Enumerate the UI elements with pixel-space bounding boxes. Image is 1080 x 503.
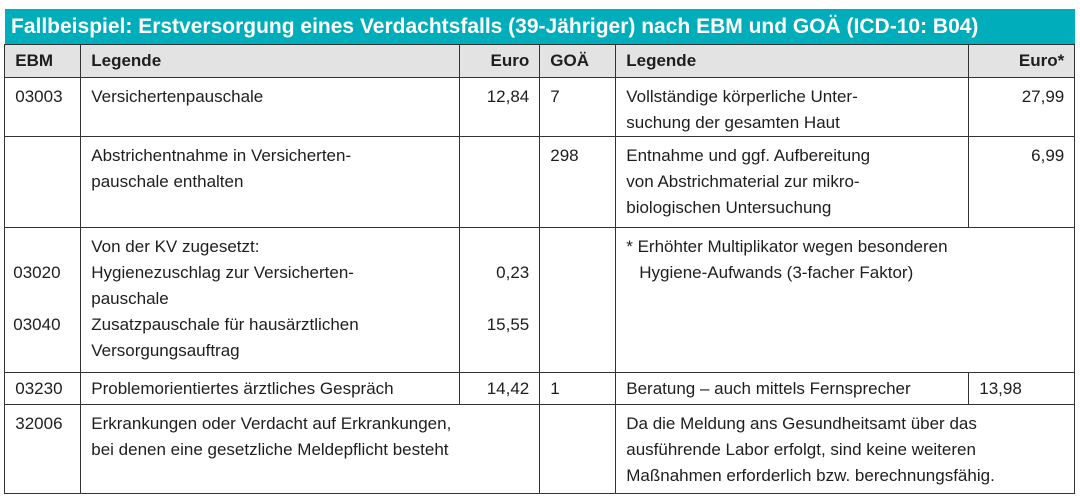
text-line: pauschale enthalten [91,172,244,192]
text-line: Da die Meldung ans Gesundheitsamt über d… [626,414,977,434]
text-line: biologischen Untersuchung [626,198,832,218]
text-line: Hygienezuschlag zur Versicherten- [91,263,354,283]
row5-legende: Erkrankungen oder Verdacht auf Erkrankun… [80,404,541,495]
text-line: ausführende Labor erfolgt, sind keine we… [626,440,976,460]
row1-goae-euro: 27,99 [968,77,1076,138]
text-line: Erkrankungen oder Verdacht auf Erkrankun… [91,414,452,434]
row1-goae-legende: Vollständige körperliche Unter- suchung … [615,77,970,138]
row2-goae: 298 [539,136,617,229]
row1-goae: 7 [539,77,617,138]
text-line: von Abstrichmaterial zur mikro- [626,172,860,192]
ebm-code: 03020 [13,263,61,283]
row5-goae-note: Da die Meldung ans Gesundheitsamt über d… [615,404,1076,495]
row1-legende: Versichertenpauschale [80,77,461,138]
text-line: Vollständige körperliche Unter- [626,87,858,107]
row3-ebm: 03020 03040 [4,227,82,374]
row4-goae-euro: 13,98 [968,372,1076,406]
text-line: Abstrichentnahme in Versicherten- [91,146,352,166]
header-legende-goae: Legende [615,44,970,79]
text-line: Maßnahmen erforderlich bzw. berechnungsf… [626,466,995,486]
row4-goae: 1 [539,372,617,406]
row2-goae-legende: Entnahme und ggf. Aufbereitung von Abstr… [615,136,970,229]
row3-euro: 0,23 15,55 [459,227,541,374]
header-ebm: EBM [4,44,82,79]
ebm-code: 03040 [13,315,61,335]
text-line: Entnahme und ggf. Aufbereitung [626,146,871,166]
header-euro-goae: Euro* [968,44,1076,79]
text-line: Zusatzpauschale für hausärztlichen [91,315,359,335]
table-title: Fallbeispiel: Erstversorgung eines Verda… [5,9,1075,45]
footnote: * Erhöhter Multiplikator wegen besondere… [615,227,1076,374]
row2-legende: Abstrichentnahme in Versicherten- pausch… [80,136,461,229]
row5-goae [539,404,617,495]
header-legende-ebm: Legende [80,44,461,79]
euro-value: 15,55 [486,315,530,335]
row1-ebm: 03003 [4,77,82,138]
row2-euro [459,136,541,229]
header-goae: GOÄ [539,44,617,79]
row4-ebm: 03230 [4,372,82,406]
text-line: Hygiene-Aufwands (3-facher Faktor) [639,263,914,283]
row5-ebm: 32006 [4,404,82,495]
text-line: * Erhöhter Multiplikator wegen besondere… [626,237,948,257]
row3-goae [539,227,617,374]
row2-goae-euro: 6,99 [968,136,1076,229]
text-line: suchung der gesamten Haut [626,113,840,133]
intro-text: Von der KV zugesetzt: [91,237,260,257]
row4-euro: 14,42 [459,372,541,406]
header-euro-ebm: Euro [459,44,541,79]
row1-euro: 12,84 [459,77,541,138]
text-line: pauschale [91,289,169,309]
row3-legende: Von der KV zugesetzt: Hygienezuschlag zu… [80,227,461,374]
euro-value: 0,23 [496,263,530,283]
row4-goae-legende: Beratung – auch mittels Fernsprecher [615,372,970,406]
text-line: bei denen eine gesetzliche Meldepflicht … [91,440,449,460]
text-line: Versorgungsauftrag [91,341,240,361]
row4-legende: Problemorientiertes ärztliches Gespräch [80,372,461,406]
row2-ebm [4,136,82,229]
